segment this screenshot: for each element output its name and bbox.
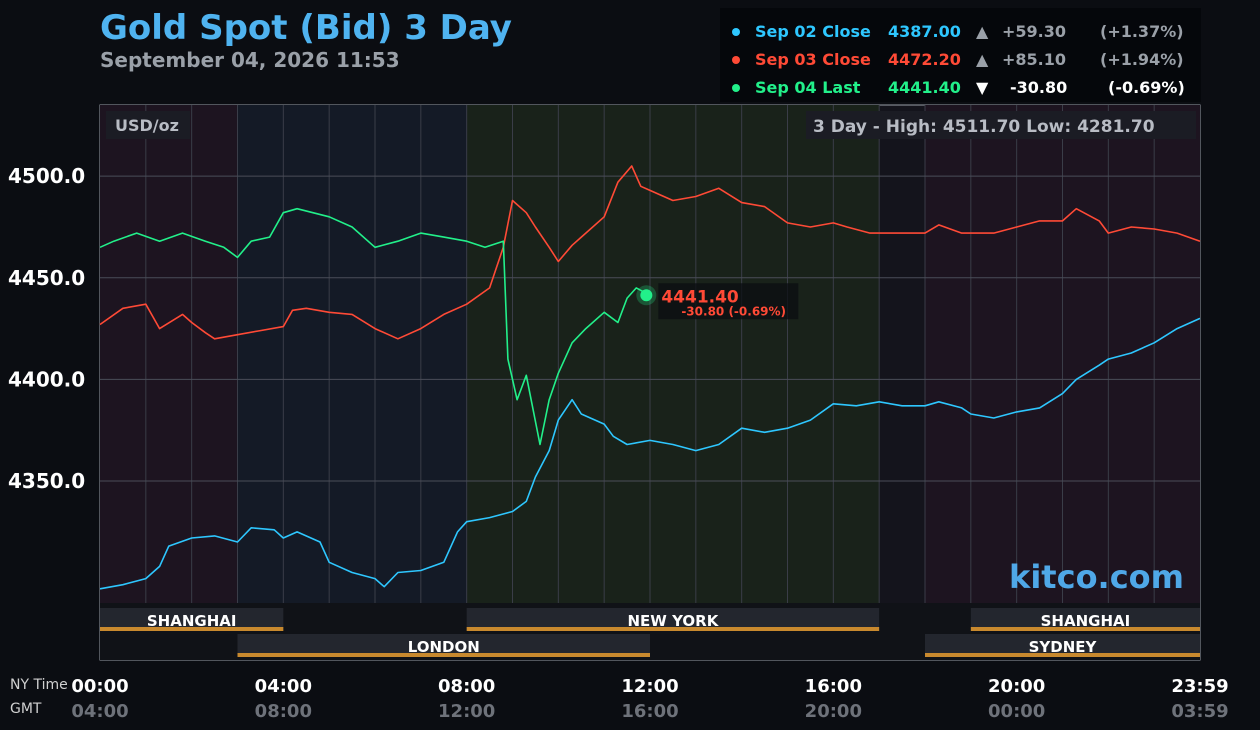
session-label: NEW YORK [628,612,720,630]
y-tick-label: 4350.0 [8,469,85,493]
y-tick-label: 4400.0 [8,367,85,391]
legend-change: +59.30 [1002,22,1067,41]
legend-arrow-icon: ▲ [976,50,989,69]
session-bg [466,608,880,628]
legend-row-sep02: Sep 02 Close 4387.00 ▲ +59.30 (+1.37%) [720,14,1201,42]
x-tick-label-gmt: 08:00 [255,701,312,722]
session-bar [970,627,1200,631]
legend-pct: (+1.94%) [1100,50,1184,69]
legend-arrow-icon: ▲ [976,22,989,41]
x-tick-label-gmt: 12:00 [438,701,495,722]
high-low-bg [806,111,1196,139]
y-tick-label: 4450.0 [8,266,85,290]
x-tick-label-gmt: 03:59 [1171,701,1228,722]
session-bg [970,608,1200,628]
last-point-change: -30.80 (-0.69%) [681,304,786,318]
x-tick-label-gmt: 00:00 [988,701,1045,722]
session-bg [100,608,284,628]
legend-arrow-icon: ▼ [976,78,989,97]
legend-pct: (+1.37%) [1100,22,1184,41]
session-label: SHANGHAI [1041,612,1131,630]
legend-change: +85.10 [1002,50,1067,69]
shade-shanghai [100,105,238,603]
session-bg [237,634,650,654]
x-tick-label-gmt: 04:00 [71,701,128,722]
x-tick-label-ny: 20:00 [988,676,1045,697]
legend-row-sep04: Sep 04 Last 4441.40 ▼ -30.80 (-0.69%) [720,70,1201,98]
x-tick-label-ny: 08:00 [438,676,495,697]
legend-label: Sep 03 Close [755,50,871,69]
legend-value: 4441.40 [888,78,961,97]
high-low-label: 3 Day - High: 4511.70 Low: 4281.70 [813,117,1155,137]
session-bar [466,627,880,631]
legend-dot-icon [732,84,740,92]
last-point-marker [640,289,653,302]
session-bg [925,634,1200,654]
unit-label-bg [106,111,190,139]
session-bar [925,653,1200,657]
shade-london [237,105,467,603]
series-line [99,207,651,446]
series-line [99,165,1201,340]
legend: Sep 02 Close 4387.00 ▲ +59.30 (+1.37%) S… [720,8,1201,102]
session-label: LONDON [408,638,480,656]
series-line [99,317,1201,590]
x-tick-label-ny: 23:59 [1171,676,1228,697]
y-tick-label: 4500.0 [8,164,85,188]
legend-pct: (-0.69%) [1108,78,1185,97]
last-point-label-bg [658,283,799,320]
watermark-logo: kitco.com [1009,558,1184,596]
legend-label: Sep 02 Close [755,22,871,41]
legend-dot-icon [732,28,740,36]
session-bar [100,627,284,631]
session-label: SYDNEY [1029,638,1098,656]
x-tick-label-ny: 04:00 [255,676,312,697]
x-tick-label-ny: 16:00 [805,676,862,697]
legend-change: -30.80 [1010,78,1068,97]
session-label: SHANGHAI [147,612,237,630]
x-tick-label-ny: 00:00 [71,676,128,697]
chart-title: Gold Spot (Bid) 3 Day [100,8,512,48]
x-tick-label-gmt: 20:00 [805,701,862,722]
chart-datetime: September 04, 2026 11:53 [100,48,400,72]
legend-label: Sep 04 Last [755,78,861,97]
unit-label: USD/oz [115,116,179,135]
x-axis-label-ny: NY Time [10,677,68,693]
legend-value: 4472.20 [888,50,961,69]
x-tick-label-gmt: 16:00 [621,701,678,722]
x-axis-label-gmt: GMT [10,701,42,717]
legend-value: 4387.00 [888,22,961,41]
x-tick-label-ny: 12:00 [621,676,678,697]
legend-dot-icon [732,56,740,64]
legend-row-sep03: Sep 03 Close 4472.20 ▲ +85.10 (+1.94%) [720,42,1201,70]
last-point-value: 4441.40 [661,287,739,307]
shade-newyork [466,105,880,603]
session-bar [237,653,650,657]
